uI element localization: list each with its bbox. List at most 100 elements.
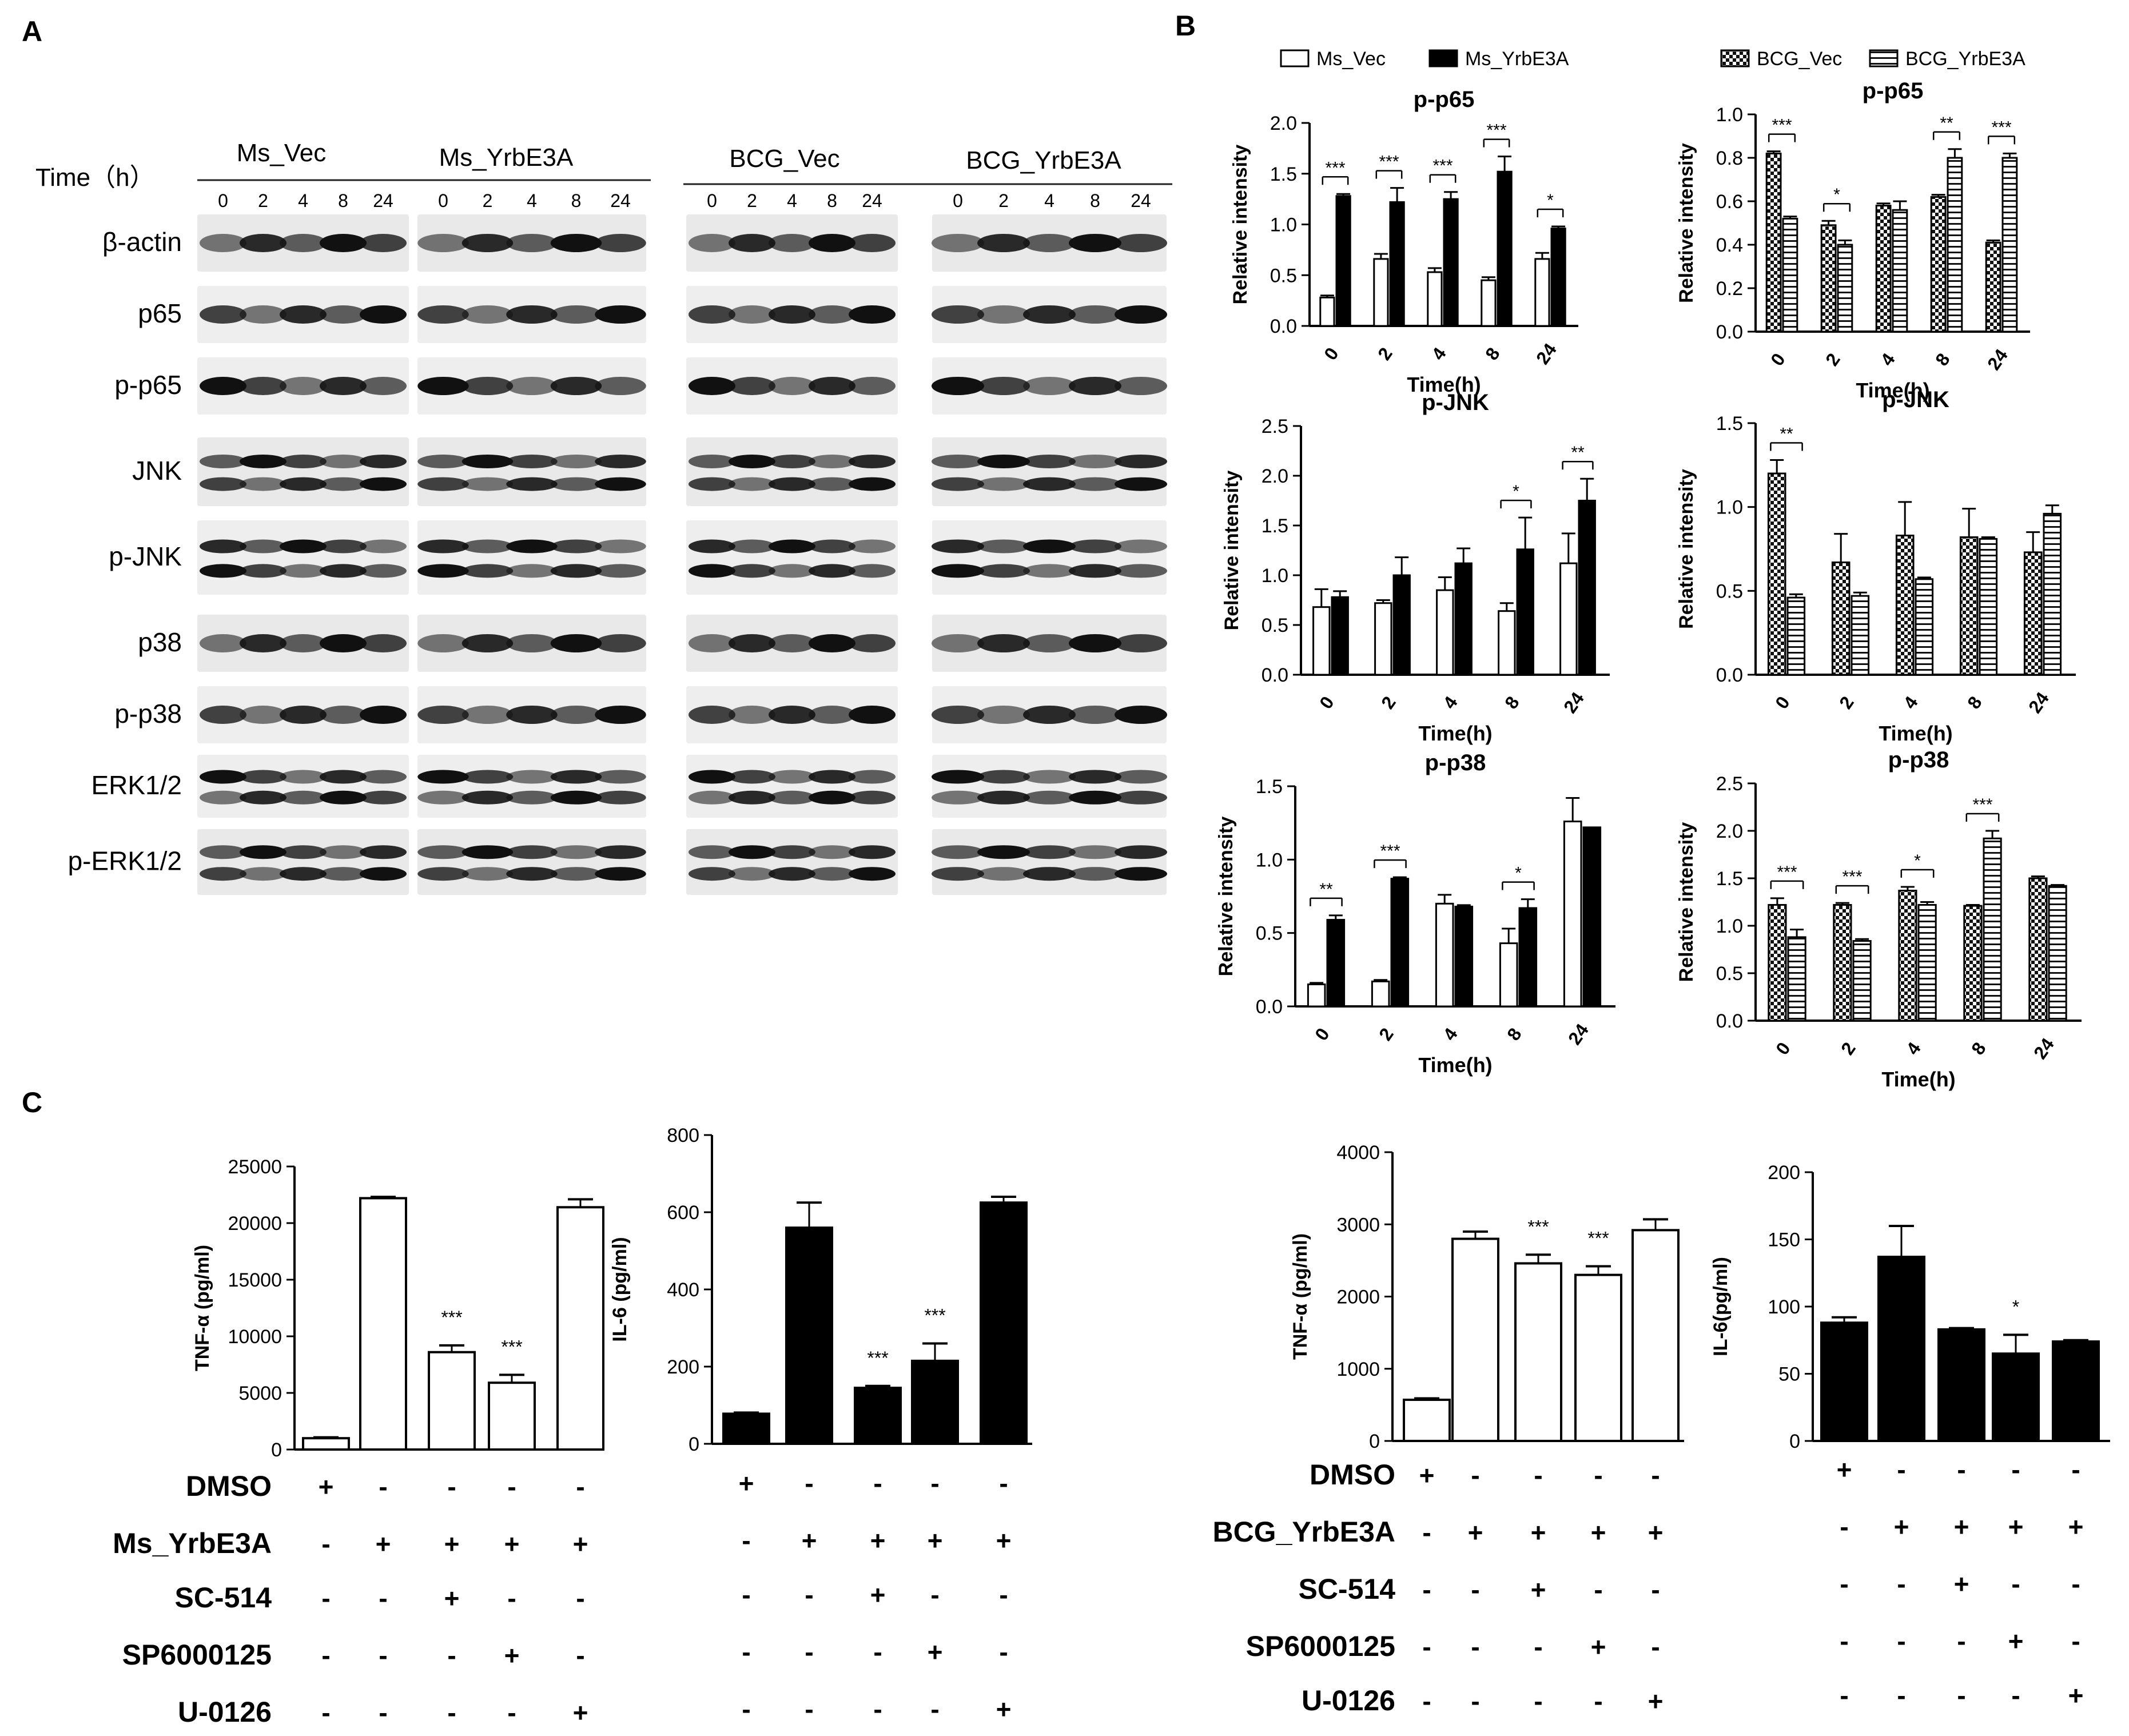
treatment-sign: - [379,1472,387,1502]
bar-BCG_Vec [1875,205,1892,333]
protein-band [240,234,286,252]
treatment-sign: + [573,1529,588,1559]
treatment-label: SC-514 [1298,1573,1395,1605]
bar [854,1387,902,1445]
protein-band [280,867,327,881]
blot-strip [686,829,898,895]
y-tick-label: 2.5 [1262,416,1288,437]
protein-band [1069,634,1121,652]
chart-c_ms_il6: 0 200 400 600 800 IL-6 (pg/ml) *** *** [609,1125,1032,1455]
treatment-sign: - [930,1468,939,1498]
protein-band [769,706,815,724]
bar-Ms_Vec [1499,942,1518,1008]
y-tick-label: 1.5 [1256,776,1283,798]
y-axis-label: IL-6(pg/ml) [1710,1257,1732,1356]
protein-band [932,564,984,578]
treatment-sign: - [1422,1632,1431,1662]
protein-band [932,539,984,554]
bar-BCG_YrbE3A [1852,940,1872,1022]
treatment-sign: + [1468,1518,1483,1547]
legend-swatch [1280,49,1310,67]
protein-band [461,845,514,859]
bar-BCG_YrbE3A [2043,512,2062,676]
chart-ms_pp38: 0.0 0.5 1.0 1.5 p-p38 Relative intensity Time(… [1215,750,1615,1077]
protein-band [417,564,469,578]
protein-band [849,477,896,491]
lane-label: 2 [483,190,493,211]
bar-Ms_Vec [1312,606,1331,676]
significance-label: * [1833,185,1840,204]
treatment-sign: + [1591,1632,1606,1662]
protein-band [280,455,327,468]
protein-band [320,845,367,859]
treatment-sign: - [1840,1626,1848,1656]
y-tick-label: 800 [667,1125,699,1146]
x-tick-label: 4 [1902,1038,1925,1058]
x-tick-label: 2 [1377,692,1400,712]
protein-band [729,234,775,252]
y-tick-label: 200 [667,1356,699,1378]
y-tick-label: 0.6 [1716,191,1743,213]
treatment-sign: + [504,1641,520,1670]
protein-band [320,377,367,395]
protein-band [506,234,558,252]
y-tick-label: 2.0 [1262,465,1288,487]
protein-band [689,455,735,468]
y-axis-label: Relative intensity [1676,469,1697,629]
treatment-sign: - [1840,1569,1848,1599]
y-tick-label: 0 [271,1439,282,1461]
protein-band [360,790,407,805]
protein-band [977,790,1030,805]
y-tick-label: 1000 [1336,1359,1380,1380]
protein-band [932,867,984,881]
protein-band [360,305,407,324]
protein-band [932,234,984,252]
treatment-sign: - [321,1583,330,1613]
x-tick-label: 24 [1559,688,1588,717]
group-label-ms-yrbe3a: Ms_YrbE3A [439,144,574,172]
significance-label: *** [1527,1216,1549,1237]
y-tick-label: 0.5 [1716,963,1743,985]
protein-band [417,377,469,395]
treatment-sign: - [930,1694,939,1724]
bar-Ms_Vec [1481,279,1497,327]
protein-band [360,867,407,881]
protein-band [809,867,855,881]
protein-band [932,477,984,491]
treatment-sign: - [1957,1681,1965,1710]
protein-band [1069,867,1121,881]
protein-label: p-p65 [114,370,182,400]
blot-strip [197,520,409,595]
treatment-sign: - [447,1698,456,1727]
protein-band [1115,867,1167,881]
bar-BCG_YrbE3A [1983,837,2002,1022]
blot-strip [197,437,409,506]
protein-band [809,706,855,724]
x-tick-label: 4 [1899,692,1922,712]
x-tick-label: 4 [1439,692,1462,712]
protein-band [689,305,735,324]
y-tick-label: 1.0 [1716,104,1743,126]
bar [1877,1256,1925,1443]
protein-band [809,305,855,324]
y-axis-label: Relative intensity [1215,817,1237,977]
protein-band [280,234,327,252]
protein-band [849,770,896,784]
bar-Ms_Vec [1559,562,1578,676]
protein-band [1115,790,1167,805]
treatment-sign: + [928,1526,943,1555]
treatment-label: SC-514 [174,1582,272,1614]
treatment-sign: + [2008,1512,2024,1542]
protein-band [595,305,646,324]
protein-band [461,477,514,491]
x-tick-label: 8 [1501,692,1523,712]
significance-label: * [1547,191,1554,210]
y-tick-label: 10000 [228,1326,282,1348]
legend-swatch [1869,49,1899,67]
protein-band [932,455,984,468]
protein-band [1069,706,1121,724]
treatment-sign: + [1954,1512,1969,1542]
protein-band [506,706,558,724]
protein-band [550,234,602,252]
protein-band [977,564,1030,578]
